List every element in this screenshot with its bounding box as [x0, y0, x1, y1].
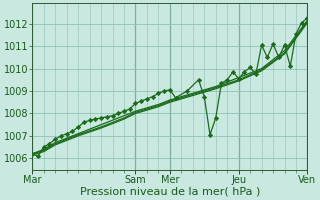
X-axis label: Pression niveau de la mer( hPa ): Pression niveau de la mer( hPa ) — [80, 187, 260, 197]
